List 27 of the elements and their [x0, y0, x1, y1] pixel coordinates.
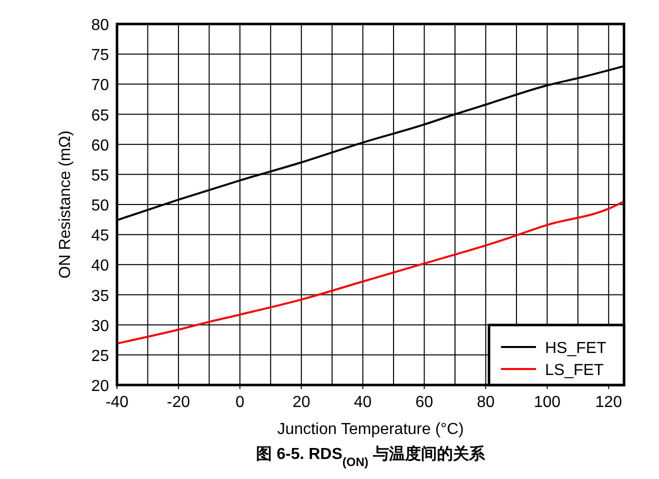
x-tick-label: 80: [476, 394, 495, 411]
y-tick-label: 75: [91, 47, 110, 64]
x-tick-label: 60: [415, 394, 434, 411]
y-tick-label: 50: [91, 198, 110, 214]
x-tick-label: 100: [534, 394, 561, 411]
legend-label: LS_FET: [545, 362, 604, 379]
x-tick-label: -20: [166, 394, 190, 411]
y-tick-label: 65: [91, 107, 110, 124]
y-tick-label: 60: [91, 137, 110, 154]
y-tick-label: 30: [91, 318, 110, 335]
y-tick-label: 55: [91, 167, 110, 184]
text: 图 6-5. RDS$_{(ON)}$ 与温度间的关系: [256, 444, 486, 469]
x-tick-label: 20: [292, 394, 310, 411]
x-tick-label: 40: [354, 394, 372, 411]
x-axis-title: Junction Temperature (°C): [277, 421, 464, 438]
x-tick-label: 120: [595, 394, 622, 411]
y-tick-label: 80: [91, 17, 110, 34]
y-tick-label: 35: [91, 288, 110, 305]
x-tick-label: -40: [105, 394, 129, 411]
y-axis-title: ON Resistance (mΩ): [57, 130, 74, 278]
y-tick-label: 45: [91, 228, 110, 245]
y-tick-label: 25: [91, 348, 110, 365]
legend-label: HS_FET: [545, 340, 607, 357]
y-tick-label: 20: [91, 378, 110, 395]
y-tick-label: 40: [91, 258, 110, 275]
x-tick-label: 0: [235, 394, 244, 411]
y-tick-label: 70: [91, 77, 110, 94]
